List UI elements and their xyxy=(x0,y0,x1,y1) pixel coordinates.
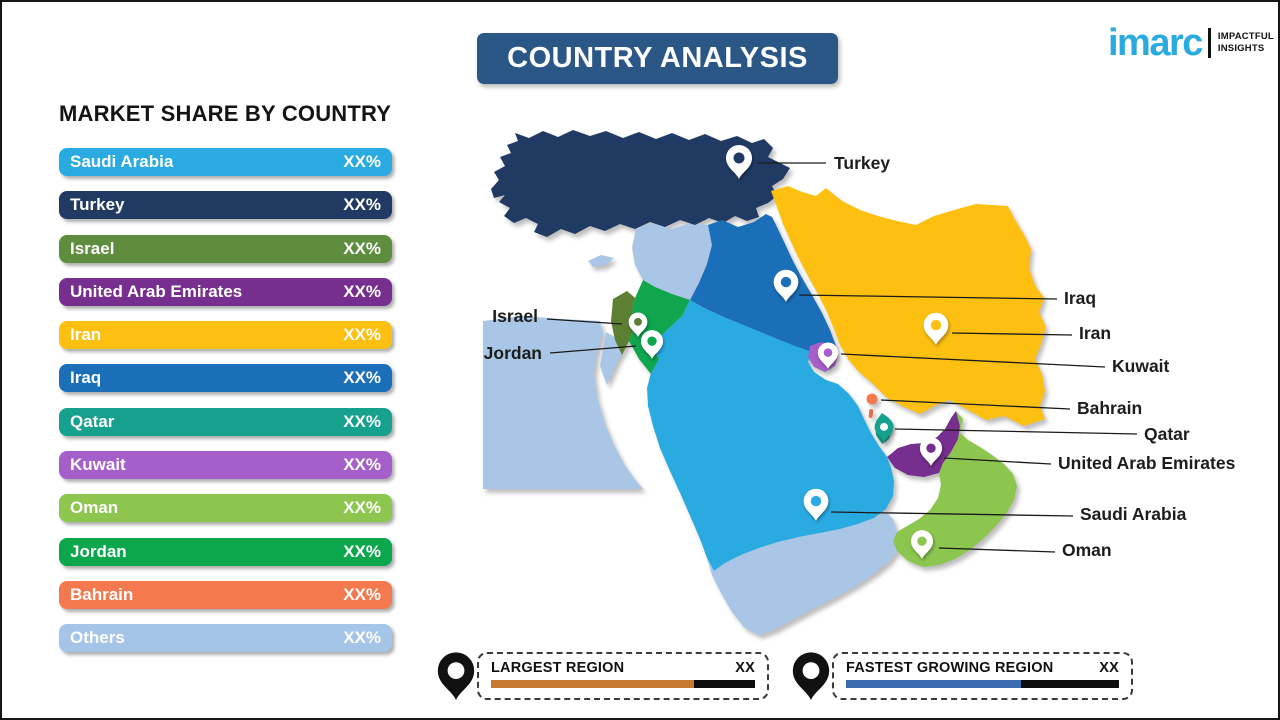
bar-label: Bahrain xyxy=(70,584,134,604)
bar-value: XX% xyxy=(343,325,381,345)
bar-label: United Arab Emirates xyxy=(70,281,243,301)
bar-label: Iran xyxy=(70,325,102,345)
map-label-qatar: Qatar xyxy=(1144,424,1190,444)
country-jordan xyxy=(629,280,690,374)
fastest-growing-value: XX xyxy=(1099,660,1119,676)
bar-value: XX% xyxy=(343,411,381,431)
bar-value: XX% xyxy=(343,238,381,258)
country-syria xyxy=(632,223,712,300)
largest-region-bar xyxy=(491,680,755,688)
bar-value: XX% xyxy=(343,498,381,518)
map-label-kuwait: Kuwait xyxy=(1112,356,1170,376)
country-iraq xyxy=(690,214,836,354)
share-bar-uae: United Arab Emirates XX% xyxy=(59,277,392,306)
country-iran xyxy=(771,186,1046,426)
imarc-logo: imarc IMPACTFUL INSIGHTS xyxy=(1108,22,1274,64)
bar-value: XX% xyxy=(343,368,381,388)
map-pin-turkey xyxy=(726,145,752,179)
map-labels: Turkey Israel Jordan Iraq Iran Kuwait Ba… xyxy=(484,153,1236,560)
logo-tagline: IMPACTFUL INSIGHTS xyxy=(1217,31,1274,55)
country-bahrain xyxy=(866,393,878,405)
map-leader-lines xyxy=(546,162,1138,553)
largest-region-label: LARGEST REGION xyxy=(491,660,625,676)
map-label-iraq: Iraq xyxy=(1064,288,1096,308)
bar-label: Israel xyxy=(70,238,115,258)
logo-divider xyxy=(1207,28,1211,59)
map-pin-saudi-arabia xyxy=(803,488,829,521)
map-countries xyxy=(483,130,1046,635)
country-turkey xyxy=(491,130,790,237)
bar-value: XX% xyxy=(343,455,381,475)
share-bar-iran: Iran XX% xyxy=(59,321,392,350)
map-pin-uae xyxy=(919,437,943,466)
imarc-logo-wordmark: imarc xyxy=(1108,22,1203,64)
map-label-iran: Iran xyxy=(1079,323,1111,343)
country-egypt xyxy=(483,316,643,489)
bar-label: Turkey xyxy=(70,195,125,215)
share-bar-iraq: Iraq XX% xyxy=(59,364,392,393)
bar-label: Saudi Arabia xyxy=(70,152,174,171)
share-bar-qatar: Qatar XX% xyxy=(59,407,392,436)
bar-label: Jordan xyxy=(70,541,127,561)
share-bar-others: Others XX% xyxy=(59,624,392,653)
share-bar-jordan: Jordan XX% xyxy=(59,537,392,566)
bar-value: XX% xyxy=(343,584,381,604)
share-bar-saudi-arabia: Saudi Arabia XX% xyxy=(59,148,392,176)
bar-label: Qatar xyxy=(70,411,115,431)
largest-region-value: XX xyxy=(735,660,755,676)
fastest-growing-label: FASTEST GROWING REGION xyxy=(846,660,1054,676)
map-label-bahrain: Bahrain xyxy=(1077,398,1142,418)
bar-value: XX% xyxy=(343,152,381,171)
country-yemen xyxy=(707,512,897,635)
fastest-growing-region-box: FASTEST GROWING REGION XX xyxy=(832,652,1133,700)
map-pin-jordan xyxy=(640,330,664,359)
share-bar-kuwait: Kuwait XX% xyxy=(59,451,392,480)
share-bar-oman: Oman XX% xyxy=(59,494,392,523)
map-label-oman: Oman xyxy=(1062,540,1112,560)
map-label-uae: United Arab Emirates xyxy=(1058,453,1236,473)
bahrain-islet xyxy=(868,409,874,418)
market-share-list: Saudi Arabia XX% Turkey XX% Israel XX% Unit… xyxy=(59,148,392,653)
country-saudi-arabia xyxy=(647,300,894,571)
fastest-growing-pin-icon xyxy=(792,652,830,700)
bar-value: XX% xyxy=(343,195,381,215)
bar-value: XX% xyxy=(343,541,381,561)
map-label-israel: Israel xyxy=(492,306,538,326)
map-pin-iraq xyxy=(773,269,799,302)
map-label-jordan: Jordan xyxy=(484,343,542,363)
country-cyprus xyxy=(588,255,614,267)
bar-label: Oman xyxy=(70,498,119,518)
page-title: COUNTRY ANALYSIS xyxy=(477,33,838,84)
bar-value: XX% xyxy=(343,628,381,648)
share-bar-turkey: Turkey XX% xyxy=(59,191,392,220)
map-pin-israel xyxy=(628,312,648,337)
map-pin-oman xyxy=(910,530,934,559)
map-label-turkey: Turkey xyxy=(834,153,890,173)
map-pin-iran xyxy=(923,312,949,345)
share-bar-bahrain: Bahrain XX% xyxy=(59,580,392,609)
largest-region-box: LARGEST REGION XX xyxy=(477,652,769,700)
map-label-saudi: Saudi Arabia xyxy=(1080,504,1187,524)
country-israel xyxy=(611,291,635,355)
country-oman xyxy=(893,411,1017,567)
bar-label: Iraq xyxy=(70,368,102,388)
map-pin-kuwait xyxy=(817,342,839,369)
bar-value: XX% xyxy=(343,281,381,301)
bar-label: Kuwait xyxy=(70,455,126,475)
largest-region-pin-icon xyxy=(437,652,475,700)
fastest-growing-bar xyxy=(846,680,1119,688)
section-heading: MARKET SHARE BY COUNTRY xyxy=(59,101,392,126)
bar-label: Others xyxy=(70,628,125,648)
share-bar-israel: Israel XX% xyxy=(59,234,392,263)
map-pin-qatar xyxy=(874,417,894,442)
map-pins xyxy=(628,145,949,559)
